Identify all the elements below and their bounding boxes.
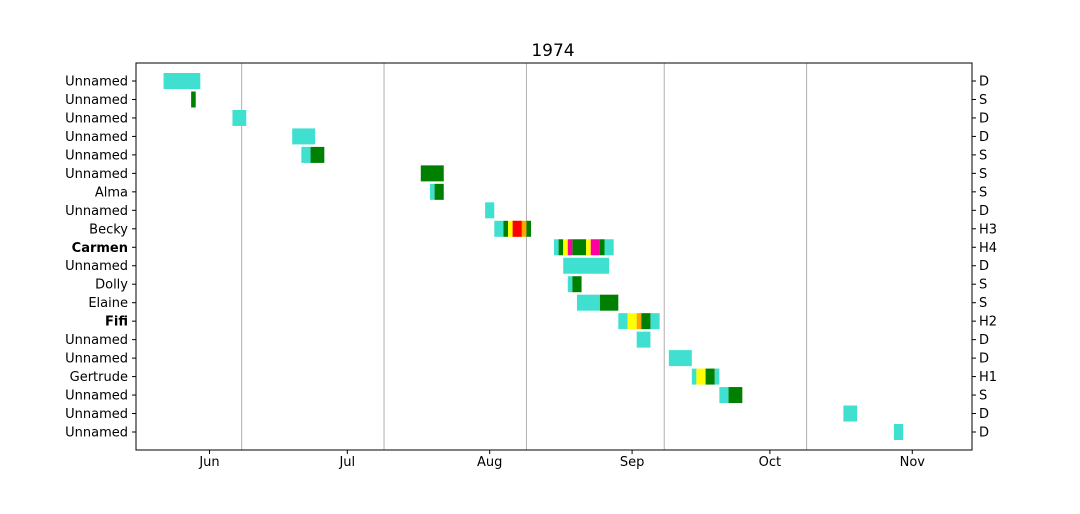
storm-bar-segment xyxy=(429,183,435,200)
storm-bar-segment xyxy=(599,239,605,256)
storm-name-label: Unnamed xyxy=(65,333,128,348)
storm-category-label: H1 xyxy=(979,370,997,385)
storm-bar-segment xyxy=(163,73,201,89)
storm-category-label: D xyxy=(979,75,989,90)
storm-bar-segment xyxy=(590,239,600,256)
storm-bar-segment xyxy=(485,202,495,219)
storm-bar-segment xyxy=(636,313,642,330)
storm-bar-segment xyxy=(627,313,637,330)
storm-bar-segment xyxy=(292,128,316,145)
storm-name-label: Elaine xyxy=(88,296,128,311)
storm-bar-segment xyxy=(567,239,573,256)
storm-name-label: Becky xyxy=(89,222,128,237)
storm-bar-segment xyxy=(494,220,504,237)
storm-bar-segment xyxy=(696,368,706,385)
storm-bar-segment xyxy=(572,276,582,293)
storm-category-label: D xyxy=(979,426,989,441)
x-tick-label: Sep xyxy=(620,455,645,470)
gridlines xyxy=(241,63,808,450)
storm-category-label: D xyxy=(979,352,989,367)
storm-name-label: Gertrude xyxy=(70,370,128,385)
storm-bar-segment xyxy=(668,350,692,367)
storm-bar-segment xyxy=(572,239,587,256)
storm-category-label: S xyxy=(979,278,987,293)
storm-name-label: Unnamed xyxy=(65,111,128,126)
x-axis-ticks: Jun Jul Aug Sep Oct Nov xyxy=(198,450,925,470)
storm-category-label: S xyxy=(979,185,987,200)
storm-bar-segment xyxy=(714,368,720,385)
x-tick-label: Oct xyxy=(759,455,781,470)
storm-name-label: Unnamed xyxy=(65,167,128,182)
storm-name-label: Dolly xyxy=(95,278,128,293)
storm-bars xyxy=(163,73,904,440)
storm-category-label: D xyxy=(979,130,989,145)
x-tick-label: Jun xyxy=(198,455,219,470)
storm-name-label: Unnamed xyxy=(65,259,128,274)
storm-category-label: D xyxy=(979,407,989,422)
storm-name-label: Alma xyxy=(95,185,128,200)
storm-bar-segment xyxy=(508,220,513,237)
x-tick-label: Nov xyxy=(900,455,926,470)
storm-name-labels: Unnamed Unnamed Unnamed Unnamed Unnamed Unnam… xyxy=(65,75,136,441)
storm-bar-segment xyxy=(586,239,591,256)
plot-frame xyxy=(135,62,973,451)
storm-bar-segment xyxy=(641,313,651,330)
storm-category-label: D xyxy=(979,333,989,348)
storm-category-label: S xyxy=(979,93,987,108)
storm-name-label: Unnamed xyxy=(65,75,128,90)
storm-name-label: Unnamed xyxy=(65,407,128,422)
chart-title: 1974 xyxy=(531,41,574,61)
storm-bar-segment xyxy=(310,146,325,163)
storm-name-label: Carmen xyxy=(72,241,128,256)
storm-bar-segment xyxy=(526,220,532,237)
storm-name-label: Fifi xyxy=(105,315,128,330)
storm-bar-segment xyxy=(563,257,610,274)
storm-bar-segment xyxy=(691,368,697,385)
storm-bar-segment xyxy=(599,294,619,311)
storm-bar-segment xyxy=(567,276,573,293)
storm-name-label: Unnamed xyxy=(65,93,128,108)
storm-bar-segment xyxy=(728,387,743,404)
storm-category-label: H2 xyxy=(979,315,997,330)
storm-bar-segment xyxy=(558,239,564,256)
storm-bar-segment xyxy=(191,91,196,108)
x-tick-label: Jul xyxy=(338,455,355,470)
x-tick-label: Aug xyxy=(477,455,502,470)
storm-bar-segment xyxy=(843,405,858,422)
storm-category-label: H4 xyxy=(979,241,997,256)
storm-bar-segment xyxy=(705,368,715,385)
storm-category-label: D xyxy=(979,204,989,219)
storm-bar-segment xyxy=(554,239,559,256)
storm-name-label: Unnamed xyxy=(65,148,128,163)
storm-bar-segment xyxy=(503,220,509,237)
storm-name-label: Unnamed xyxy=(65,426,128,441)
storm-category-label: D xyxy=(979,111,989,126)
storm-bar-segment xyxy=(521,220,527,237)
storm-bar-segment xyxy=(650,313,660,330)
storm-bar-segment xyxy=(301,146,311,163)
storm-category-label: S xyxy=(979,389,987,404)
storm-category-label: D xyxy=(979,259,989,274)
storm-category-label: S xyxy=(979,296,987,311)
storm-category-label: H3 xyxy=(979,222,997,237)
storm-bar-segment xyxy=(434,183,444,200)
storm-bar-segment xyxy=(719,387,729,404)
storm-bar-segment xyxy=(618,313,628,330)
storm-bar-segment xyxy=(604,239,614,256)
storm-bar-segment xyxy=(512,220,522,237)
storm-bar-segment xyxy=(232,109,247,126)
storm-name-label: Unnamed xyxy=(65,389,128,404)
storm-bar-segment xyxy=(420,165,444,182)
storm-bar-segment xyxy=(563,239,568,256)
storm-bar-segment xyxy=(893,424,904,440)
storm-name-label: Unnamed xyxy=(65,130,128,145)
storm-bar-segment xyxy=(636,331,651,348)
storm-name-label: Unnamed xyxy=(65,204,128,219)
storm-bar-segment xyxy=(576,294,600,311)
storm-name-label: Unnamed xyxy=(65,352,128,367)
storm-category-label: S xyxy=(979,167,987,182)
storm-category-label: S xyxy=(979,148,987,163)
